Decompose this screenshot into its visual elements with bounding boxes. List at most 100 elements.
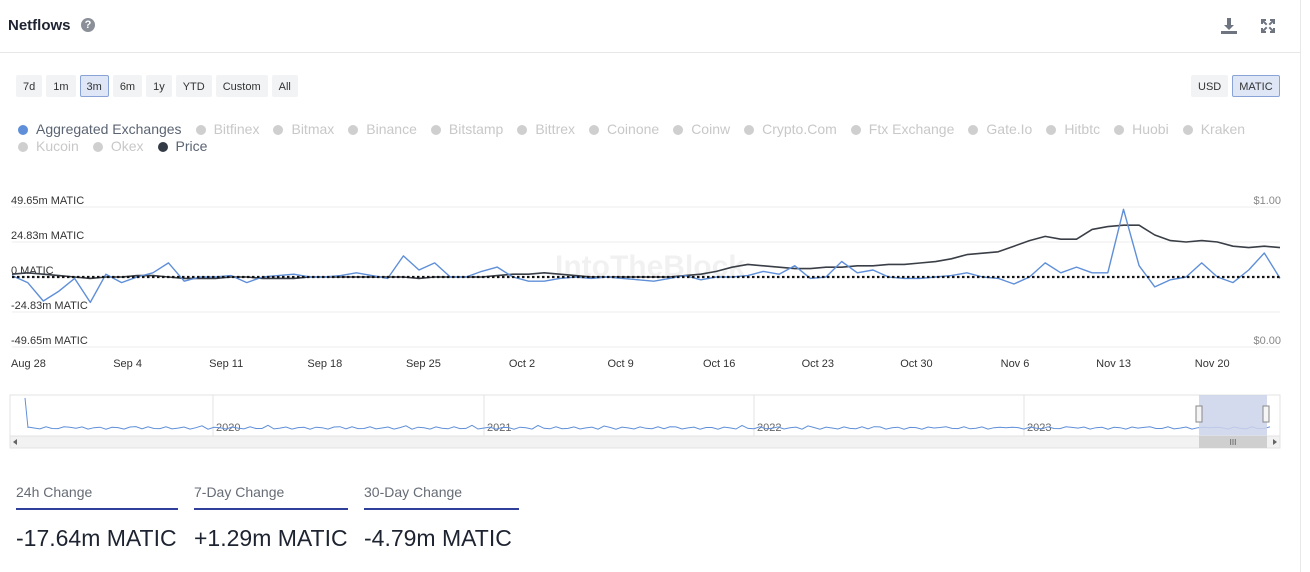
- x-axis-label: Oct 30: [900, 358, 932, 370]
- legend-item-bitmax[interactable]: Bitmax: [273, 121, 334, 138]
- legend-item-kraken[interactable]: Kraken: [1182, 121, 1245, 138]
- y-right-axis-label: $0.00: [1253, 335, 1281, 347]
- y-right-axis-label: $1.00: [1253, 195, 1281, 207]
- legend-dot-icon: [850, 125, 861, 135]
- time-range-selector: 7d 1m 3m 6m 1y YTD Custom All: [16, 75, 298, 97]
- navigator-year-label: 2022: [757, 422, 781, 434]
- stat-value: -17.64m MATIC: [16, 525, 177, 551]
- legend-label: Coinw: [691, 121, 731, 137]
- x-axis-label: Sep 11: [209, 358, 243, 370]
- navigator-grip: III: [1230, 438, 1237, 447]
- x-axis-label: Oct 16: [703, 358, 735, 370]
- legend-dot-icon: [430, 125, 441, 135]
- range-button-7d[interactable]: 7d: [16, 75, 43, 97]
- legend-item-gate-io[interactable]: Gate.Io: [968, 121, 1032, 138]
- legend-dot-icon: [673, 125, 684, 135]
- unit-button-usd[interactable]: USD: [1191, 75, 1229, 97]
- legend-item-coinw[interactable]: Coinw: [673, 121, 730, 138]
- navigator-frame: [9, 394, 1281, 437]
- legend-dot-icon: [348, 125, 359, 135]
- legend-item-price[interactable]: Price: [157, 138, 208, 155]
- legend-label: Crypto.Com: [762, 121, 837, 137]
- help-icon[interactable]: ?: [81, 18, 95, 32]
- range-button-3m[interactable]: 3m: [79, 75, 109, 97]
- expand-icon[interactable]: [1258, 16, 1278, 36]
- legend-item-crypto-com[interactable]: Crypto.Com: [744, 121, 837, 138]
- x-axis-label: Nov 13: [1096, 358, 1131, 370]
- legend-item-bitfinex[interactable]: Bitfinex: [195, 121, 260, 138]
- legend-label: Price: [175, 138, 208, 154]
- navigator-series: [24, 397, 1271, 430]
- legend-dot-icon: [1114, 125, 1125, 135]
- stat-value: -4.79m MATIC: [364, 525, 512, 551]
- legend-label: Aggregated Exchanges: [36, 121, 182, 137]
- y-axis-label: -49.65m MATIC: [11, 335, 88, 347]
- legend-label: Ftx Exchange: [868, 121, 955, 137]
- legend-item-bitstamp[interactable]: Bitstamp: [430, 121, 504, 138]
- x-axis-label: Oct 23: [802, 358, 834, 370]
- stat-24h: 24h Change -17.64m MATIC: [16, 484, 178, 552]
- stat-label: 7-Day Change: [194, 484, 348, 510]
- legend-dot-icon: [589, 125, 600, 135]
- panel-border: [1300, 0, 1301, 572]
- legend-label: Bitstamp: [448, 121, 504, 137]
- legend-dot-icon: [968, 125, 979, 135]
- legend-label: Coinone: [607, 121, 660, 137]
- legend-item-aggregated-exchanges[interactable]: Aggregated Exchanges: [18, 121, 182, 138]
- legend-item-huobi[interactable]: Huobi: [1114, 121, 1169, 138]
- y-axis-label: -24.83m MATIC: [11, 300, 88, 312]
- widget-header: Netflows ?: [0, 0, 1300, 53]
- legend-label: Bitfinex: [213, 121, 260, 137]
- navigator-scrollbar-track: [9, 435, 1281, 449]
- x-axis-label: Nov 20: [1195, 358, 1230, 370]
- chart-legend: Aggregated Exchanges Bitfinex Bitmax Binanc…: [18, 121, 1278, 155]
- scroll-left-icon: [13, 439, 17, 445]
- x-axis-label: Nov 6: [1001, 358, 1030, 370]
- scroll-right-icon: [1273, 439, 1277, 445]
- stat-label: 24h Change: [16, 484, 178, 510]
- navigator-handle-left: [1195, 405, 1203, 423]
- navigator-scrollbar-thumb: [1199, 436, 1267, 448]
- legend-item-bittrex[interactable]: Bittrex: [517, 121, 575, 138]
- legend-label: Gate.Io: [986, 121, 1033, 137]
- range-button-all[interactable]: All: [271, 75, 298, 97]
- stat-30d: 30-Day Change -4.79m MATIC: [364, 484, 519, 552]
- legend-item-ftx-exchange[interactable]: Ftx Exchange: [850, 121, 955, 138]
- legend-label: Bittrex: [535, 121, 576, 137]
- legend-item-coinone[interactable]: Coinone: [589, 121, 659, 138]
- legend-label: Kucoin: [36, 138, 79, 154]
- range-button-ytd[interactable]: YTD: [175, 75, 212, 97]
- x-axis-label: Sep 4: [113, 358, 142, 370]
- range-button-custom[interactable]: Custom: [215, 75, 268, 97]
- legend-item-kucoin[interactable]: Kucoin: [18, 138, 79, 155]
- stat-7d: 7-Day Change +1.29m MATIC: [194, 484, 348, 552]
- unit-button-matic[interactable]: MATIC: [1232, 75, 1280, 97]
- legend-dot-icon: [92, 142, 103, 152]
- legend-dot-icon: [273, 125, 284, 135]
- x-axis-label: Oct 2: [509, 358, 535, 370]
- stat-label: 30-Day Change: [364, 484, 519, 510]
- legend-label: Hitbtc: [1064, 121, 1101, 137]
- legend-item-hitbtc[interactable]: Hitbtc: [1046, 121, 1100, 138]
- legend-dot-icon: [744, 125, 755, 135]
- download-icon[interactable]: [1219, 16, 1239, 36]
- legend-item-binance[interactable]: Binance: [348, 121, 417, 138]
- legend-label: Okex: [110, 138, 144, 154]
- page-title: Netflows: [8, 17, 71, 34]
- x-axis-label: Sep 25: [406, 358, 441, 370]
- legend-dot-icon: [195, 125, 206, 135]
- legend-item-okex[interactable]: Okex: [92, 138, 144, 155]
- navigator-handle-right: [1262, 405, 1270, 423]
- unit-selector: USD MATIC: [1191, 75, 1280, 97]
- range-button-1y[interactable]: 1y: [146, 75, 172, 97]
- legend-dot-icon: [18, 142, 28, 152]
- legend-dot-icon: [18, 125, 28, 135]
- legend-label: Bitmax: [291, 121, 335, 137]
- legend-dot-icon: [1182, 125, 1193, 135]
- stat-value: +1.29m MATIC: [194, 525, 348, 551]
- navigator-year-label: 2023: [1027, 422, 1051, 434]
- range-button-6m[interactable]: 6m: [112, 75, 143, 97]
- range-button-1m[interactable]: 1m: [46, 75, 76, 97]
